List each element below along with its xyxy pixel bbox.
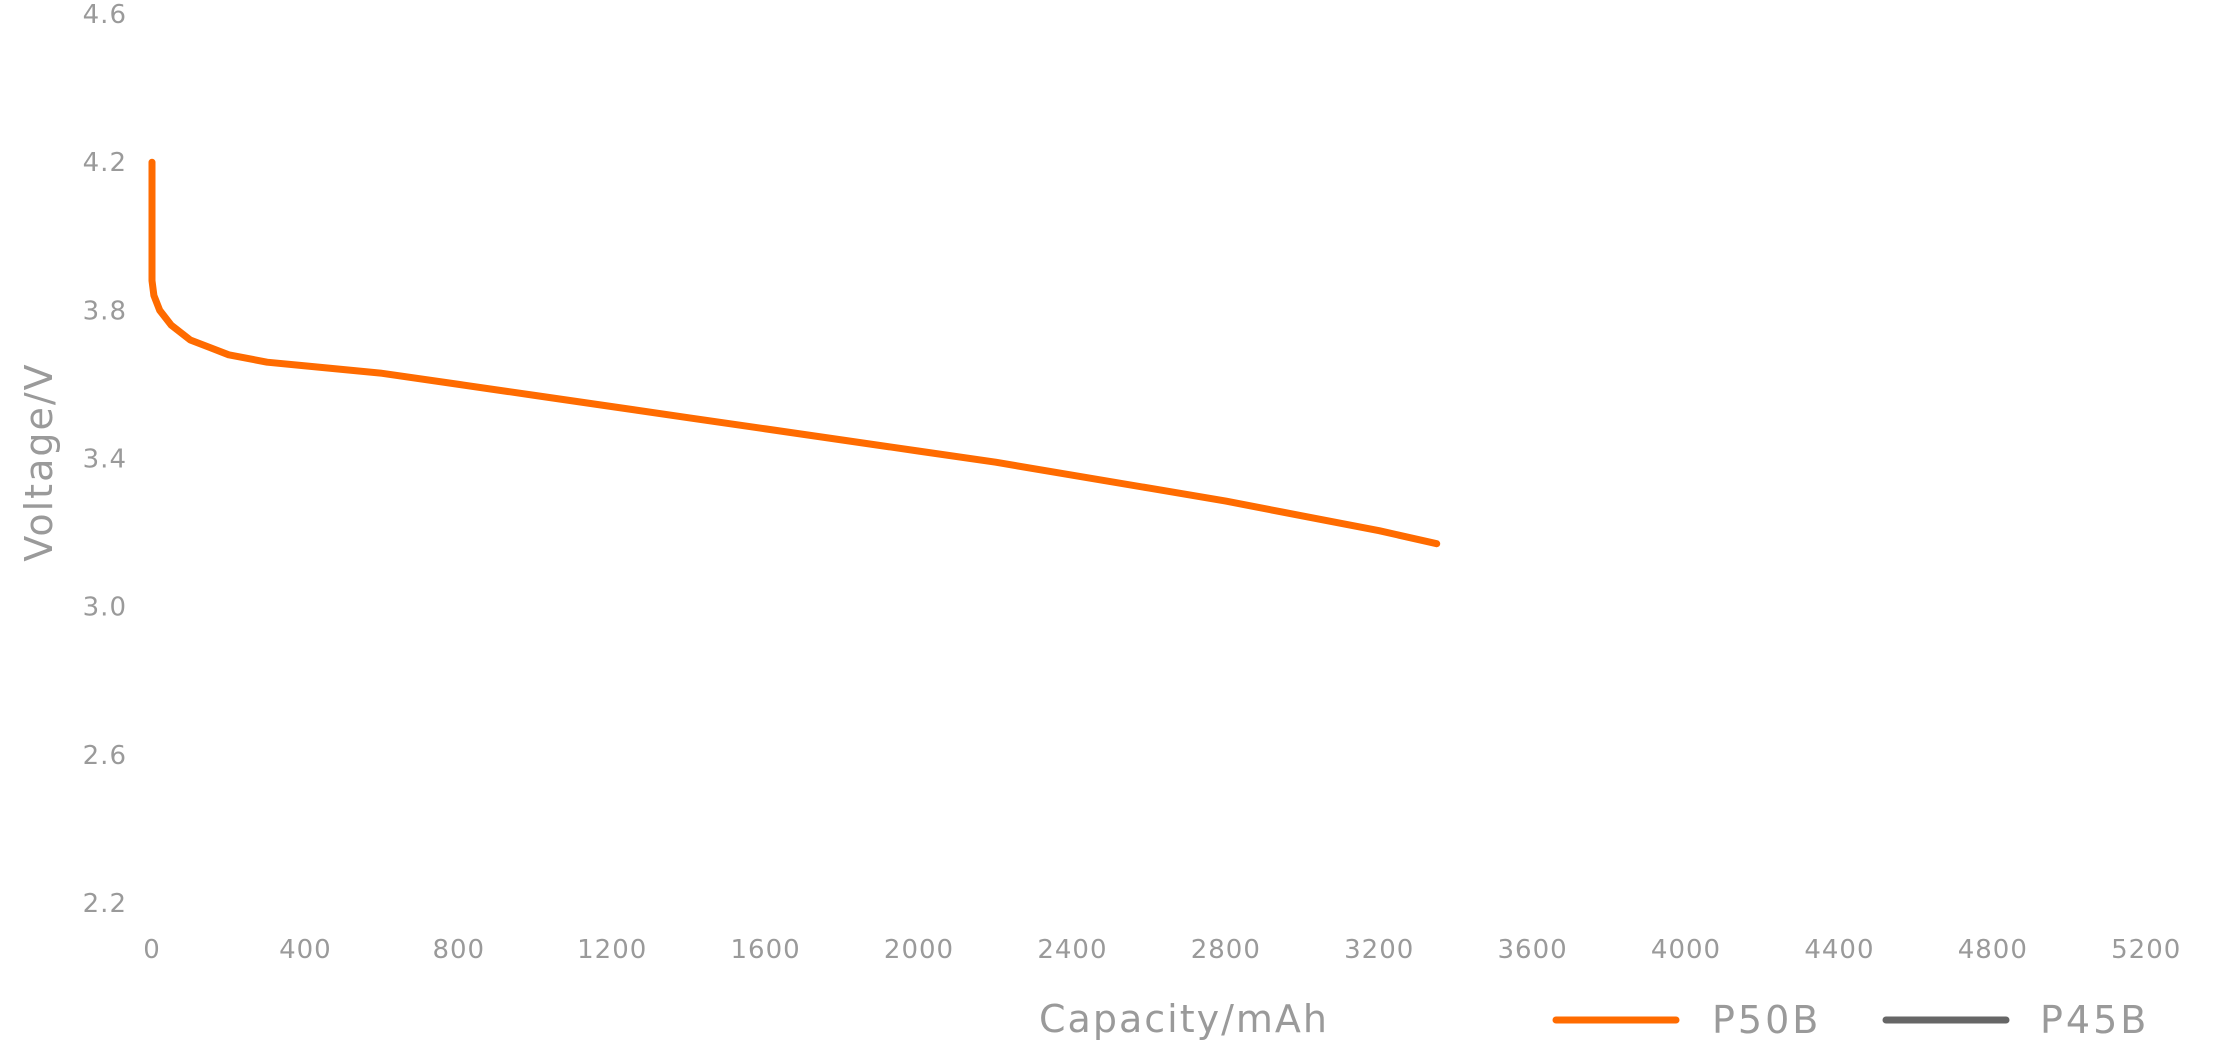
y-tick-label: 4.2	[83, 148, 127, 178]
y-axis-ticks: 2.2 2.6 3.0 3.4 3.8 4.2 4.6	[83, 0, 127, 919]
y-axis-title: Voltage/V	[17, 362, 61, 561]
x-tick-label: 1600	[731, 935, 801, 965]
y-tick-label: 2.2	[83, 889, 127, 919]
x-axis-ticks: 0 400 800 1200 1600 2000 2400 2800 3200 3600 4000 4…	[143, 935, 2181, 965]
legend-label-p45b: P45B	[2040, 998, 2149, 1040]
x-tick-label: 800	[432, 935, 485, 965]
legend-label-p50b: P50B	[1712, 998, 1821, 1040]
y-tick-label: 3.4	[83, 445, 127, 475]
x-axis-title: Capacity/mAh	[1039, 997, 1329, 1040]
x-tick-label: 4800	[1958, 935, 2028, 965]
x-tick-label: 400	[279, 935, 332, 965]
x-tick-label: 4000	[1651, 935, 1721, 965]
x-tick-label: 2000	[884, 935, 954, 965]
x-tick-label: 5200	[2111, 935, 2181, 965]
plot-area	[148, 158, 1441, 548]
y-tick-label: 4.6	[83, 0, 127, 30]
series-line-p50b	[148, 158, 1441, 548]
x-tick-label: 2400	[1037, 935, 1107, 965]
x-tick-label: 4400	[1804, 935, 1874, 965]
x-tick-label: 3600	[1498, 935, 1568, 965]
x-tick-label: 2800	[1191, 935, 1261, 965]
legend: P50B P45B	[1552, 998, 2149, 1040]
x-tick-label: 0	[143, 935, 161, 965]
x-tick-label: 3200	[1344, 935, 1414, 965]
y-tick-label: 3.8	[83, 296, 127, 326]
x-tick-label: 1200	[577, 935, 647, 965]
y-tick-label: 3.0	[83, 593, 127, 623]
y-tick-label: 2.6	[83, 741, 127, 771]
